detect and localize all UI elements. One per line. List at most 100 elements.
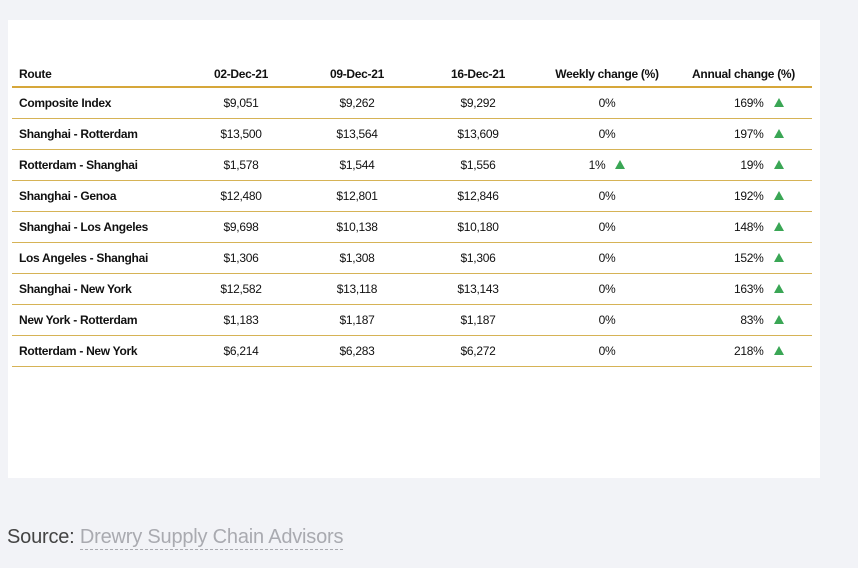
route-cell: Rotterdam - Shanghai — [12, 149, 185, 181]
table-row: Shanghai - Rotterdam $13,500 $13,564 $13,60… — [12, 118, 812, 150]
value-09-dec-21-cell: $6,283 — [297, 335, 417, 367]
column-header-weekly-change: Weekly change (%) — [539, 62, 675, 88]
table-row: Rotterdam - New York $6,214 $6,283 $6,272 0%… — [12, 335, 812, 367]
weekly-change-value: 0% — [598, 282, 616, 296]
route-cell: Rotterdam - New York — [12, 335, 185, 367]
freight-rate-table: Route 02-Dec-21 09-Dec-21 16-Dec-21 Week… — [12, 62, 812, 367]
column-header-16-dec-21: 16-Dec-21 — [417, 62, 539, 88]
value-16-dec-21-cell: $1,306 — [417, 242, 539, 274]
table-row: Shanghai - Los Angeles $9,698 $10,138 $10,1… — [12, 211, 812, 243]
value-09-dec-21-cell: $13,118 — [297, 273, 417, 305]
up-arrow-icon — [773, 253, 784, 262]
table-row: Los Angeles - Shanghai $1,306 $1,308 $1,306… — [12, 242, 812, 274]
value-09-dec-21-cell: $1,308 — [297, 242, 417, 274]
route-cell: Composite Index — [12, 87, 185, 119]
up-arrow-icon — [773, 346, 784, 355]
annual-change-wrap: 163% — [704, 282, 784, 296]
weekly-change-value: 0% — [598, 251, 616, 265]
table-row: New York - Rotterdam $1,183 $1,187 $1,187 0%… — [12, 304, 812, 336]
annual-change-value: 19% — [740, 158, 764, 172]
column-header-route: Route — [12, 62, 185, 88]
annual-change-cell: 218% — [675, 335, 812, 367]
table-row: Rotterdam - Shanghai $1,578 $1,544 $1,556 1%… — [12, 149, 812, 181]
value-16-dec-21-cell: $12,846 — [417, 180, 539, 212]
up-arrow-icon — [773, 98, 784, 107]
weekly-change-cell: 0% — [539, 118, 675, 150]
column-header-02-dec-21: 02-Dec-21 — [185, 62, 297, 88]
annual-change-wrap: 152% — [704, 251, 784, 265]
weekly-change-cell: 1% — [539, 149, 675, 181]
value-09-dec-21-cell: $10,138 — [297, 211, 417, 243]
up-arrow-icon — [773, 160, 784, 169]
weekly-change-cell: 0% — [539, 180, 675, 212]
route-cell: Shanghai - Los Angeles — [12, 211, 185, 243]
value-16-dec-21-cell: $1,187 — [417, 304, 539, 336]
value-02-dec-21-cell: $6,214 — [185, 335, 297, 367]
annual-change-wrap: 197% — [704, 127, 784, 141]
value-09-dec-21-cell: $1,187 — [297, 304, 417, 336]
source-label: Source: — [7, 526, 75, 548]
value-16-dec-21-cell: $6,272 — [417, 335, 539, 367]
table-body: Composite Index $9,051 $9,262 $9,292 0% 169% S… — [12, 87, 812, 367]
value-02-dec-21-cell: $1,183 — [185, 304, 297, 336]
column-header-annual-change: Annual change (%) — [675, 62, 812, 88]
table-row: Shanghai - New York $12,582 $13,118 $13,143… — [12, 273, 812, 305]
weekly-change-value: 1% — [588, 158, 606, 172]
weekly-change-cell: 0% — [539, 304, 675, 336]
annual-change-cell: 83% — [675, 304, 812, 336]
annual-change-cell: 169% — [675, 87, 812, 119]
weekly-change-cell: 0% — [539, 87, 675, 119]
value-16-dec-21-cell: $10,180 — [417, 211, 539, 243]
annual-change-cell: 19% — [675, 149, 812, 181]
weekly-change-value: 0% — [598, 127, 616, 141]
value-02-dec-21-cell: $13,500 — [185, 118, 297, 150]
value-09-dec-21-cell: $13,564 — [297, 118, 417, 150]
source-note: Source: Drewry Supply Chain Advisors — [7, 526, 344, 550]
value-02-dec-21-cell: $12,480 — [185, 180, 297, 212]
weekly-change-value: 0% — [598, 96, 616, 110]
annual-change-value: 148% — [734, 220, 764, 234]
value-02-dec-21-cell: $1,578 — [185, 149, 297, 181]
annual-change-wrap: 192% — [704, 189, 784, 203]
route-cell: New York - Rotterdam — [12, 304, 185, 336]
value-09-dec-21-cell: $1,544 — [297, 149, 417, 181]
value-09-dec-21-cell: $12,801 — [297, 180, 417, 212]
up-arrow-icon — [773, 284, 784, 293]
annual-change-wrap: 148% — [704, 220, 784, 234]
weekly-change-value: 0% — [598, 220, 616, 234]
annual-change-cell: 163% — [675, 273, 812, 305]
table-card: Route 02-Dec-21 09-Dec-21 16-Dec-21 Week… — [8, 20, 820, 478]
annual-change-value: 152% — [734, 251, 764, 265]
table-row: Composite Index $9,051 $9,262 $9,292 0% 169% — [12, 87, 812, 119]
annual-change-wrap: 218% — [704, 344, 784, 358]
value-16-dec-21-cell: $13,143 — [417, 273, 539, 305]
weekly-change-cell: 0% — [539, 211, 675, 243]
weekly-change-value: 0% — [598, 189, 616, 203]
up-arrow-icon — [773, 315, 784, 324]
value-02-dec-21-cell: $9,698 — [185, 211, 297, 243]
value-09-dec-21-cell: $9,262 — [297, 87, 417, 119]
annual-change-value: 169% — [734, 96, 764, 110]
table-header-row: Route 02-Dec-21 09-Dec-21 16-Dec-21 Week… — [12, 62, 812, 88]
annual-change-cell: 152% — [675, 242, 812, 274]
route-cell: Shanghai - Rotterdam — [12, 118, 185, 150]
weekly-change-value: 0% — [598, 313, 616, 327]
column-header-09-dec-21: 09-Dec-21 — [297, 62, 417, 88]
table-row: Shanghai - Genoa $12,480 $12,801 $12,846 0% 1… — [12, 180, 812, 212]
weekly-change-cell: 0% — [539, 335, 675, 367]
annual-change-value: 163% — [734, 282, 764, 296]
annual-change-value: 192% — [734, 189, 764, 203]
annual-change-wrap: 169% — [704, 96, 784, 110]
route-cell: Shanghai - New York — [12, 273, 185, 305]
annual-change-cell: 192% — [675, 180, 812, 212]
annual-change-value: 218% — [734, 344, 764, 358]
annual-change-value: 83% — [740, 313, 764, 327]
up-arrow-icon — [773, 222, 784, 231]
annual-change-value: 197% — [734, 127, 764, 141]
weekly-change-value: 0% — [598, 344, 616, 358]
value-16-dec-21-cell: $9,292 — [417, 87, 539, 119]
value-02-dec-21-cell: $1,306 — [185, 242, 297, 274]
annual-change-cell: 148% — [675, 211, 812, 243]
up-arrow-icon — [773, 129, 784, 138]
source-link[interactable]: Drewry Supply Chain Advisors — [79, 526, 344, 550]
